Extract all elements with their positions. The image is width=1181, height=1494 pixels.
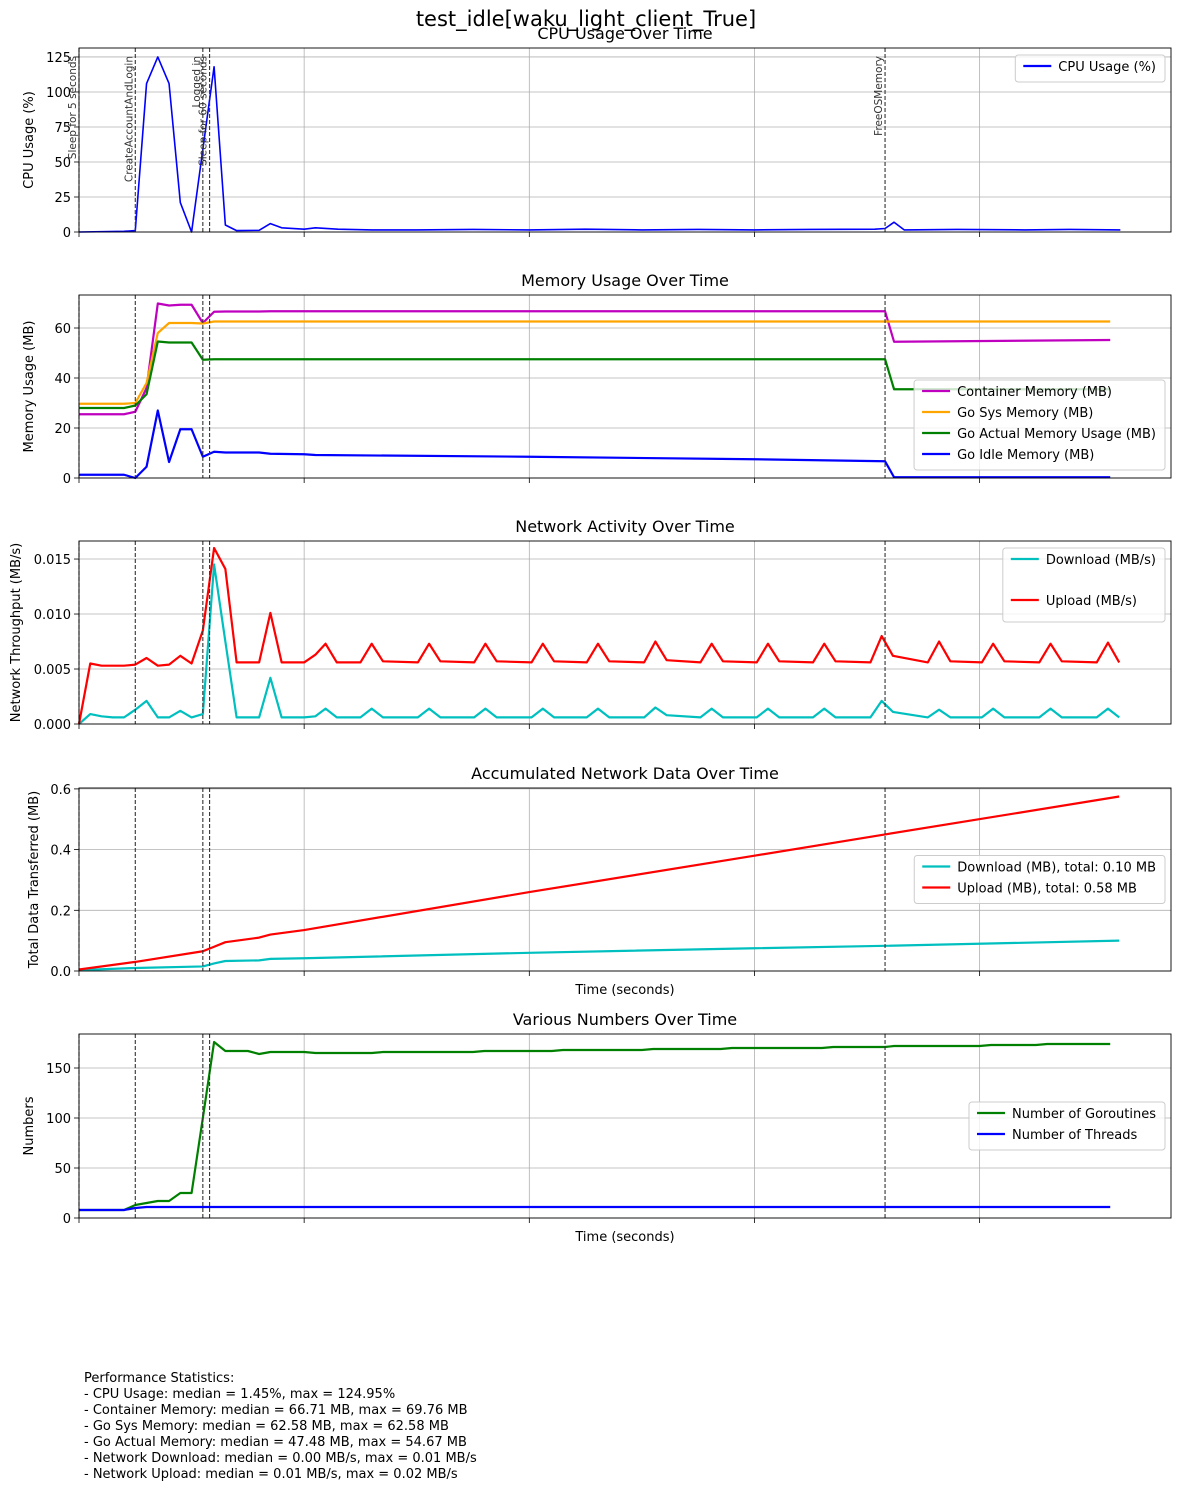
y-tick-label: 50 xyxy=(54,156,71,171)
legend-label: Upload (MB/s) xyxy=(1046,594,1137,609)
y-axis-label: Numbers xyxy=(22,1096,37,1155)
stats-line: - Network Upload: median = 0.01 MB/s, ma… xyxy=(84,1467,458,1482)
y-tick-label: 0 xyxy=(63,472,71,487)
legend: Download (MB/s) Upload (MB/s) xyxy=(1002,547,1166,623)
legend-box xyxy=(968,1101,1166,1151)
y-tick-label: 0 xyxy=(63,1212,71,1227)
legend-box xyxy=(1014,54,1166,83)
stats-line: - Go Actual Memory: median = 47.48 MB, m… xyxy=(84,1435,467,1450)
legend-label: Go Sys Memory (MB) xyxy=(957,406,1093,421)
stats: Performance Statistics: - CPU Usage: medi… xyxy=(84,1371,477,1483)
legend-box xyxy=(913,855,1166,904)
event-label: CreateAccountAndLogin xyxy=(123,56,135,182)
y-tick-label: 20 xyxy=(54,422,71,437)
axes-frame xyxy=(78,47,1172,233)
y-tick-label: 0.6 xyxy=(50,783,71,798)
legend-label: Download (MB/s) xyxy=(1046,553,1156,568)
series-line xyxy=(78,795,1120,971)
y-tick-label: 100 xyxy=(46,1112,71,1127)
series-line xyxy=(78,56,1121,233)
chart-title: Various Numbers Over Time xyxy=(513,1010,737,1029)
figure: test_idle[waku_light_client_True] 0 25 50 7… xyxy=(9,7,1172,1245)
figure-title: test_idle[waku_light_client_True] xyxy=(416,7,756,32)
y-axis-label: CPU Usage (%) xyxy=(22,91,37,189)
axes-frame xyxy=(78,294,1172,479)
y-tick-label: 0.000 xyxy=(34,718,71,733)
legend: Download (MB), total: 0.10 MB Upload (MB)… xyxy=(913,855,1166,904)
stats-line: - Network Download: median = 0.00 MB/s, … xyxy=(84,1451,477,1466)
series-line xyxy=(79,320,1111,405)
y-axis-label: Total Data Transferred (MB) xyxy=(27,791,42,969)
series-line xyxy=(78,939,1120,972)
chart-title: CPU Usage Over Time xyxy=(537,24,712,43)
chart-title: Accumulated Network Data Over Time xyxy=(471,764,779,783)
y-tick-label: 25 xyxy=(54,191,71,206)
event-label: FreeOSMemory xyxy=(873,56,885,136)
event-label: Sleep for 5 seconds xyxy=(67,56,79,159)
y-tick-label: 0.0 xyxy=(50,965,71,980)
chart-title: Network Activity Over Time xyxy=(515,517,735,536)
series-line xyxy=(79,409,1111,480)
y-tick-label: 60 xyxy=(54,322,71,337)
legend-label: CPU Usage (%) xyxy=(1058,60,1156,75)
chart-title: Memory Usage Over Time xyxy=(521,271,729,290)
series-line xyxy=(79,1040,1111,1212)
y-tick-label: 0.010 xyxy=(34,608,71,623)
stats-line: - Go Sys Memory: median = 62.58 MB, max … xyxy=(84,1419,449,1434)
y-tick-label: 0.015 xyxy=(34,553,71,568)
event-label: Sleep for 60 seconds xyxy=(198,56,210,166)
x-axis-label: Time (seconds) xyxy=(574,1230,674,1245)
legend: Number of Goroutines Number of Threads xyxy=(968,1101,1166,1151)
legend: Container Memory (MB) Go Sys Memory (MB) G… xyxy=(913,379,1166,471)
legend-label: Go Actual Memory Usage (MB) xyxy=(957,427,1156,442)
y-tick-label: 40 xyxy=(54,372,71,387)
legend-label: Number of Threads xyxy=(1012,1128,1137,1143)
legend-box xyxy=(1002,547,1166,623)
axes-frame xyxy=(78,540,1172,725)
series-line xyxy=(79,340,1111,410)
legend-label: Upload (MB), total: 0.58 MB xyxy=(957,882,1137,897)
event-label: Logged in xyxy=(191,56,203,107)
series-line xyxy=(79,1205,1111,1212)
legend-label: Go Idle Memory (MB) xyxy=(957,448,1094,463)
series-line xyxy=(78,563,1120,725)
axes-frame xyxy=(78,1033,1172,1219)
y-axis-label: Network Throughput (MB/s) xyxy=(9,543,24,723)
legend-box xyxy=(913,379,1166,471)
stats-line: Performance Statistics: xyxy=(84,1371,235,1386)
legend-label: Number of Goroutines xyxy=(1012,1107,1156,1122)
y-tick-label: 50 xyxy=(54,1162,71,1177)
y-tick-label: 150 xyxy=(46,1062,71,1077)
y-axis-label: Memory Usage (MB) xyxy=(22,321,37,453)
series-line xyxy=(77,546,1121,725)
x-axis-label: Time (seconds) xyxy=(574,983,674,998)
y-tick-label: 100 xyxy=(46,86,71,101)
legend: CPU Usage (%) xyxy=(1014,54,1166,83)
y-tick-label: 125 xyxy=(46,51,71,66)
stats-line: - CPU Usage: median = 1.45%, max = 124.9… xyxy=(84,1387,396,1402)
y-tick-label: 0.4 xyxy=(50,844,71,859)
legend-label: Container Memory (MB) xyxy=(957,385,1112,400)
legend-label: Download (MB), total: 0.10 MB xyxy=(957,861,1156,876)
y-tick-label: 0 xyxy=(63,226,71,241)
y-tick-label: 75 xyxy=(54,121,71,136)
y-tick-label: 0.2 xyxy=(50,904,71,919)
axes-frame xyxy=(78,787,1172,972)
stats-line: - Container Memory: median = 66.71 MB, m… xyxy=(84,1403,468,1418)
y-tick-label: 0.005 xyxy=(34,663,71,678)
